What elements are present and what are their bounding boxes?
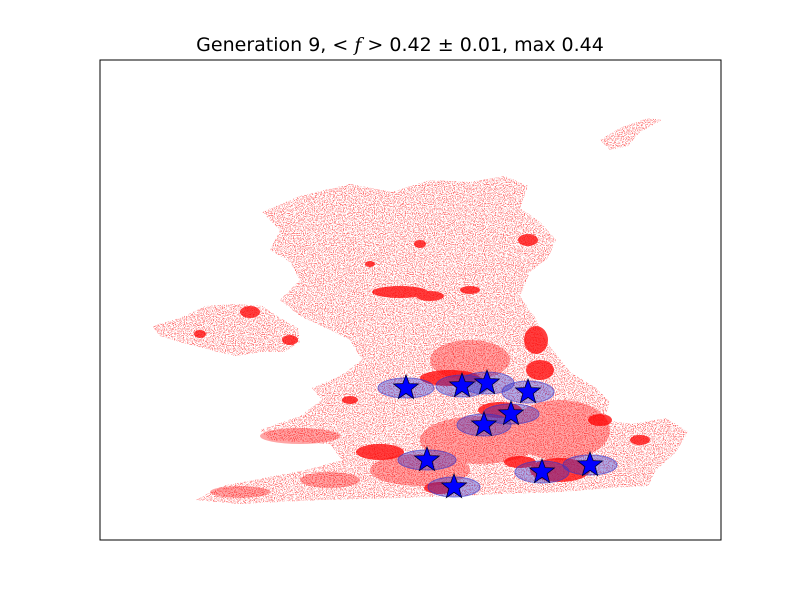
islands-northeast [600,118,662,150]
title-f-symbol: f [354,34,362,56]
dense-patches [194,234,650,494]
title-f-close: > [361,34,384,56]
star-marker-10 [576,450,604,477]
speckle-layer [152,118,688,504]
star-marker-1 [392,373,420,400]
star-marker-2 [448,371,476,398]
scotland-landmass [196,176,688,504]
star-marker-9 [528,457,556,484]
star-marker-8 [440,472,468,499]
title-prefix: Generation 9, [196,34,333,56]
star-marker-3 [473,368,501,395]
title-f-open: < [332,34,355,56]
star-marker-7 [413,445,441,472]
star-markers [392,368,604,499]
chart-title: Generation 9, < f > 0.42 ± 0.01, max 0.4… [0,34,800,56]
population-points [152,118,688,504]
star-marker-5 [497,399,525,426]
star-marker-4 [514,377,542,404]
title-mean-text: 0.42 ± 0.01, max 0.44 [383,34,604,56]
ireland-landmass [152,304,300,356]
axes-frame [99,59,722,541]
star-marker-6 [470,410,498,437]
